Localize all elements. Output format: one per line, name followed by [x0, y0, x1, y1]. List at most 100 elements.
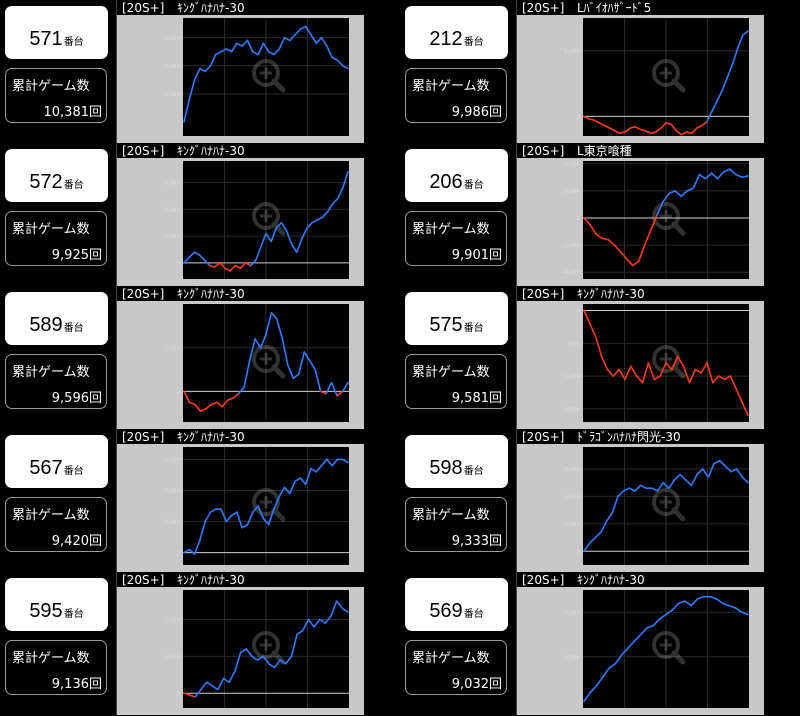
series-segment [299, 25, 307, 31]
series-segment [652, 618, 661, 627]
series-segment [307, 618, 315, 628]
machine-number-suffix: 番台 [463, 180, 484, 191]
series-segment [717, 375, 726, 381]
zoom-in-icon [252, 488, 286, 522]
series-segment [199, 67, 206, 73]
slump-chart[interactable]: 0 -500 -1,000 -1,500 [517, 301, 764, 429]
series-segment [710, 172, 719, 180]
series-segment [588, 118, 596, 122]
series-segment [728, 168, 737, 176]
machine-card[interactable]: 575 番台 累計ゲーム数 9,581回 [20S+] ｷﾝｸﾞﾊﾅﾊﾅ-30 0 -500 -… [400, 286, 800, 429]
y-tick-label: 1,000 [164, 654, 180, 660]
series-segment [320, 458, 328, 467]
series-segment [198, 254, 206, 262]
series-segment [225, 48, 233, 53]
machine-card[interactable]: 589 番台 累計ゲーム数 9,596回 [20S+] ｷﾝｸﾞﾊﾅﾊﾅ-30 0 1,000 [0, 286, 400, 429]
games-value: 9,901回 [451, 248, 502, 263]
model-name: ｷﾝｸﾞﾊﾅﾊﾅ-30 [177, 287, 245, 301]
machine-card[interactable]: 569 番台 累計ゲーム数 9,032回 [20S+] ｷﾝｸﾞﾊﾅﾊﾅ-30 2,000 4… [400, 572, 800, 715]
slump-chart[interactable]: 1,000 2,000 3,000 [117, 15, 364, 143]
series-segment [259, 333, 267, 349]
machine-card[interactable]: 595 番台 累計ゲーム数 9,136回 [20S+] ｷﾝｸﾞﾊﾅﾊﾅ-30 0 1,000… [0, 572, 400, 715]
rate-tag: [20S+] [522, 287, 565, 301]
series-segment [722, 168, 731, 173]
slump-chart[interactable]: 0 1,000 2,000 [117, 587, 364, 715]
series-segment [213, 262, 221, 268]
slump-chart[interactable]: 0 5,000 [517, 15, 764, 143]
series-segment [629, 126, 637, 129]
series-segment [203, 259, 211, 267]
machine-number-box[interactable]: 571 番台 [5, 6, 108, 59]
series-segment [634, 126, 642, 131]
y-tick-label: -2,000 [562, 243, 580, 249]
series-segment [721, 602, 730, 607]
series-segment [694, 368, 702, 374]
machine-number-box[interactable]: 212 番台 [405, 6, 508, 59]
y-tick-label: 0 [577, 309, 581, 315]
slump-chart[interactable]: 0 1,000 2,000 3,000 [517, 444, 764, 572]
series-segment [239, 648, 248, 654]
slump-chart[interactable]: 0 1,000 2,000 3,000 [117, 158, 364, 286]
zoom-in-icon [652, 202, 686, 236]
games-label: 累計ゲーム数 [412, 365, 490, 380]
series-segment [685, 131, 693, 135]
series-segment [220, 508, 228, 523]
slump-chart[interactable]: 4,000 2,000 0 -2,000 -4,000 [517, 158, 764, 286]
machine-card[interactable]: 571 番台 累計ゲーム数 10,381回 [20S+] ｷﾝｸﾞﾊﾅﾊﾅ-30 1,000… [0, 0, 400, 143]
series-segment [246, 39, 254, 53]
series-segment [289, 480, 296, 495]
slump-chart[interactable]: 2,000 4,000 [517, 587, 764, 715]
rate-tag: [20S+] [522, 430, 565, 444]
machine-number-box[interactable]: 206 番台 [405, 149, 508, 202]
divider [516, 0, 517, 143]
machine-number-suffix: 番台 [63, 466, 84, 477]
machine-number-box[interactable]: 595 番台 [5, 578, 108, 631]
machine-number-suffix: 番台 [63, 180, 84, 191]
machine-card[interactable]: 206 番台 累計ゲーム数 9,901回 [20S+] L東京喰種 4,000 2,000 0 -… [400, 143, 800, 286]
series-segment [621, 647, 629, 656]
series-segment [679, 473, 687, 481]
machine-number-box[interactable]: 598 番台 [405, 435, 508, 488]
y-tick-label: 0 [177, 691, 181, 697]
model-name: ｷﾝｸﾞﾊﾅﾊﾅ-30 [177, 430, 245, 444]
series-segment [674, 190, 682, 198]
model-name: ｷﾝｸﾞﾊﾅﾊﾅ-30 [577, 287, 645, 301]
rate-tag: [20S+] [522, 1, 565, 15]
series-segment [193, 251, 201, 256]
series-segment [713, 459, 721, 465]
series-segment [335, 600, 344, 610]
series-segment [593, 119, 601, 124]
series-segment [278, 36, 286, 50]
series-segment [268, 662, 276, 669]
series-segment [183, 98, 191, 123]
machine-card[interactable]: 598 番台 累計ゲーム数 9,333回 [20S+] ﾄﾞﾗｺﾞﾝﾊﾅﾊﾅ閃光-30 0 1… [400, 429, 800, 572]
series-segment [588, 536, 597, 544]
games-value: 9,986回 [451, 105, 502, 120]
machine-number-suffix: 番台 [63, 609, 84, 620]
machine-number-box[interactable]: 569 番台 [405, 578, 508, 631]
zoom-in-icon [652, 631, 686, 665]
machine-number-box[interactable]: 589 番台 [5, 292, 108, 345]
machine-card[interactable]: 212 番台 累計ゲーム数 9,986回 [20S+] Lﾊﾞｲｵﾊｻﾞｰﾄﾞ5 0 5,00… [400, 0, 800, 143]
series-segment [188, 548, 196, 555]
machine-number-box[interactable]: 572 番台 [5, 149, 108, 202]
series-segment [331, 56, 339, 61]
series-segment [188, 401, 196, 406]
series-segment [211, 685, 219, 691]
machine-number-box[interactable]: 575 番台 [405, 292, 508, 345]
series-segment [287, 364, 295, 380]
games-box: 累計ゲーム数 9,986回 [405, 68, 507, 123]
machine-card[interactable]: 567 番台 累計ゲーム数 9,420回 [20S+] ｷﾝｸﾞﾊﾅﾊﾅ-30 0 1,000… [0, 429, 400, 572]
series-segment [188, 694, 197, 698]
series-segment [304, 467, 312, 486]
slump-chart[interactable]: 0 1,000 [117, 301, 364, 429]
series-segment [680, 131, 688, 136]
series-segment [281, 338, 289, 366]
series-segment [595, 233, 604, 240]
machine-card[interactable]: 572 番台 累計ゲーム数 9,925回 [20S+] ｷﾝｸﾞﾊﾅﾊﾅ-30 0 1,000… [0, 143, 400, 286]
series-segment [341, 458, 349, 464]
machine-number-box[interactable]: 567 番台 [5, 435, 108, 488]
series-segment [324, 615, 332, 624]
slump-chart[interactable]: 0 1,000 2,000 3,000 [117, 444, 364, 572]
games-label: 累計ゲーム数 [412, 79, 490, 94]
